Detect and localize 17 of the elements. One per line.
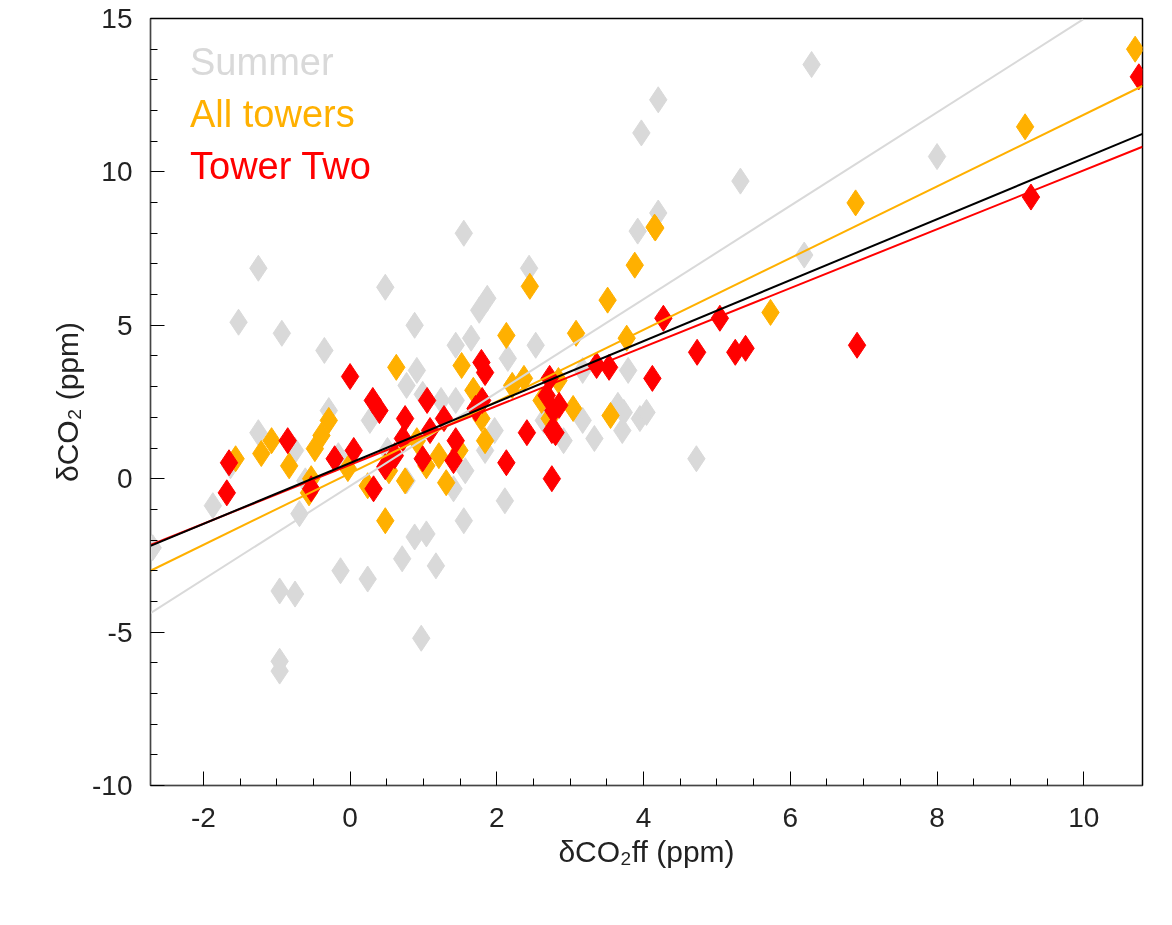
y-tick-label: -10	[92, 770, 133, 801]
text: Tower Two	[190, 144, 371, 188]
x-tick-label: 8	[929, 801, 945, 833]
y-tick-label: -5	[107, 616, 133, 648]
y-tick-label: 15	[101, 3, 133, 34]
x-axis-title: δCO₂ff (ppm)	[558, 834, 735, 868]
x-tick-label: 10	[1068, 801, 1100, 833]
x-tick-label: 0	[342, 801, 358, 833]
y-tick-label: 5	[116, 309, 133, 341]
x-tick-label: -2	[190, 801, 216, 833]
y-axis-title: δCO₂ (ppm)	[51, 321, 85, 483]
y-tick-label: 0	[116, 463, 133, 495]
x-tick-label: 6	[782, 801, 799, 833]
text: All towers	[190, 92, 355, 136]
x-tick-label: 2	[489, 801, 505, 833]
x-tick-label: 4	[635, 801, 652, 833]
y-tick-label: 10	[101, 156, 133, 188]
